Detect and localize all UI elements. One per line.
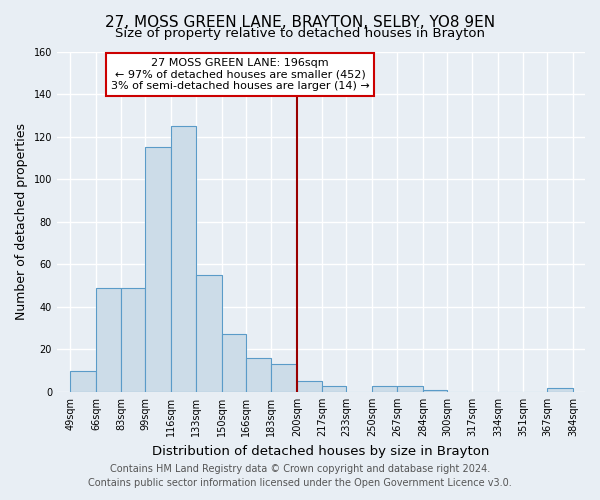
Bar: [121, 288, 145, 392]
Bar: [171, 126, 196, 392]
Bar: [423, 390, 447, 392]
Bar: [96, 288, 121, 392]
Text: 27, MOSS GREEN LANE, BRAYTON, SELBY, YO8 9EN: 27, MOSS GREEN LANE, BRAYTON, SELBY, YO8…: [105, 15, 495, 30]
Bar: [297, 382, 322, 392]
Bar: [547, 388, 573, 392]
Text: Contains HM Land Registry data © Crown copyright and database right 2024.
Contai: Contains HM Land Registry data © Crown c…: [88, 464, 512, 487]
X-axis label: Distribution of detached houses by size in Brayton: Distribution of detached houses by size …: [152, 444, 490, 458]
Bar: [145, 147, 171, 392]
Bar: [70, 370, 96, 392]
Bar: [322, 386, 346, 392]
Text: 27 MOSS GREEN LANE: 196sqm
← 97% of detached houses are smaller (452)
3% of semi: 27 MOSS GREEN LANE: 196sqm ← 97% of deta…: [110, 58, 370, 91]
Bar: [222, 334, 246, 392]
Bar: [271, 364, 297, 392]
Bar: [372, 386, 397, 392]
Bar: [246, 358, 271, 392]
Y-axis label: Number of detached properties: Number of detached properties: [15, 123, 28, 320]
Bar: [196, 275, 222, 392]
Bar: [397, 386, 423, 392]
Text: Size of property relative to detached houses in Brayton: Size of property relative to detached ho…: [115, 28, 485, 40]
